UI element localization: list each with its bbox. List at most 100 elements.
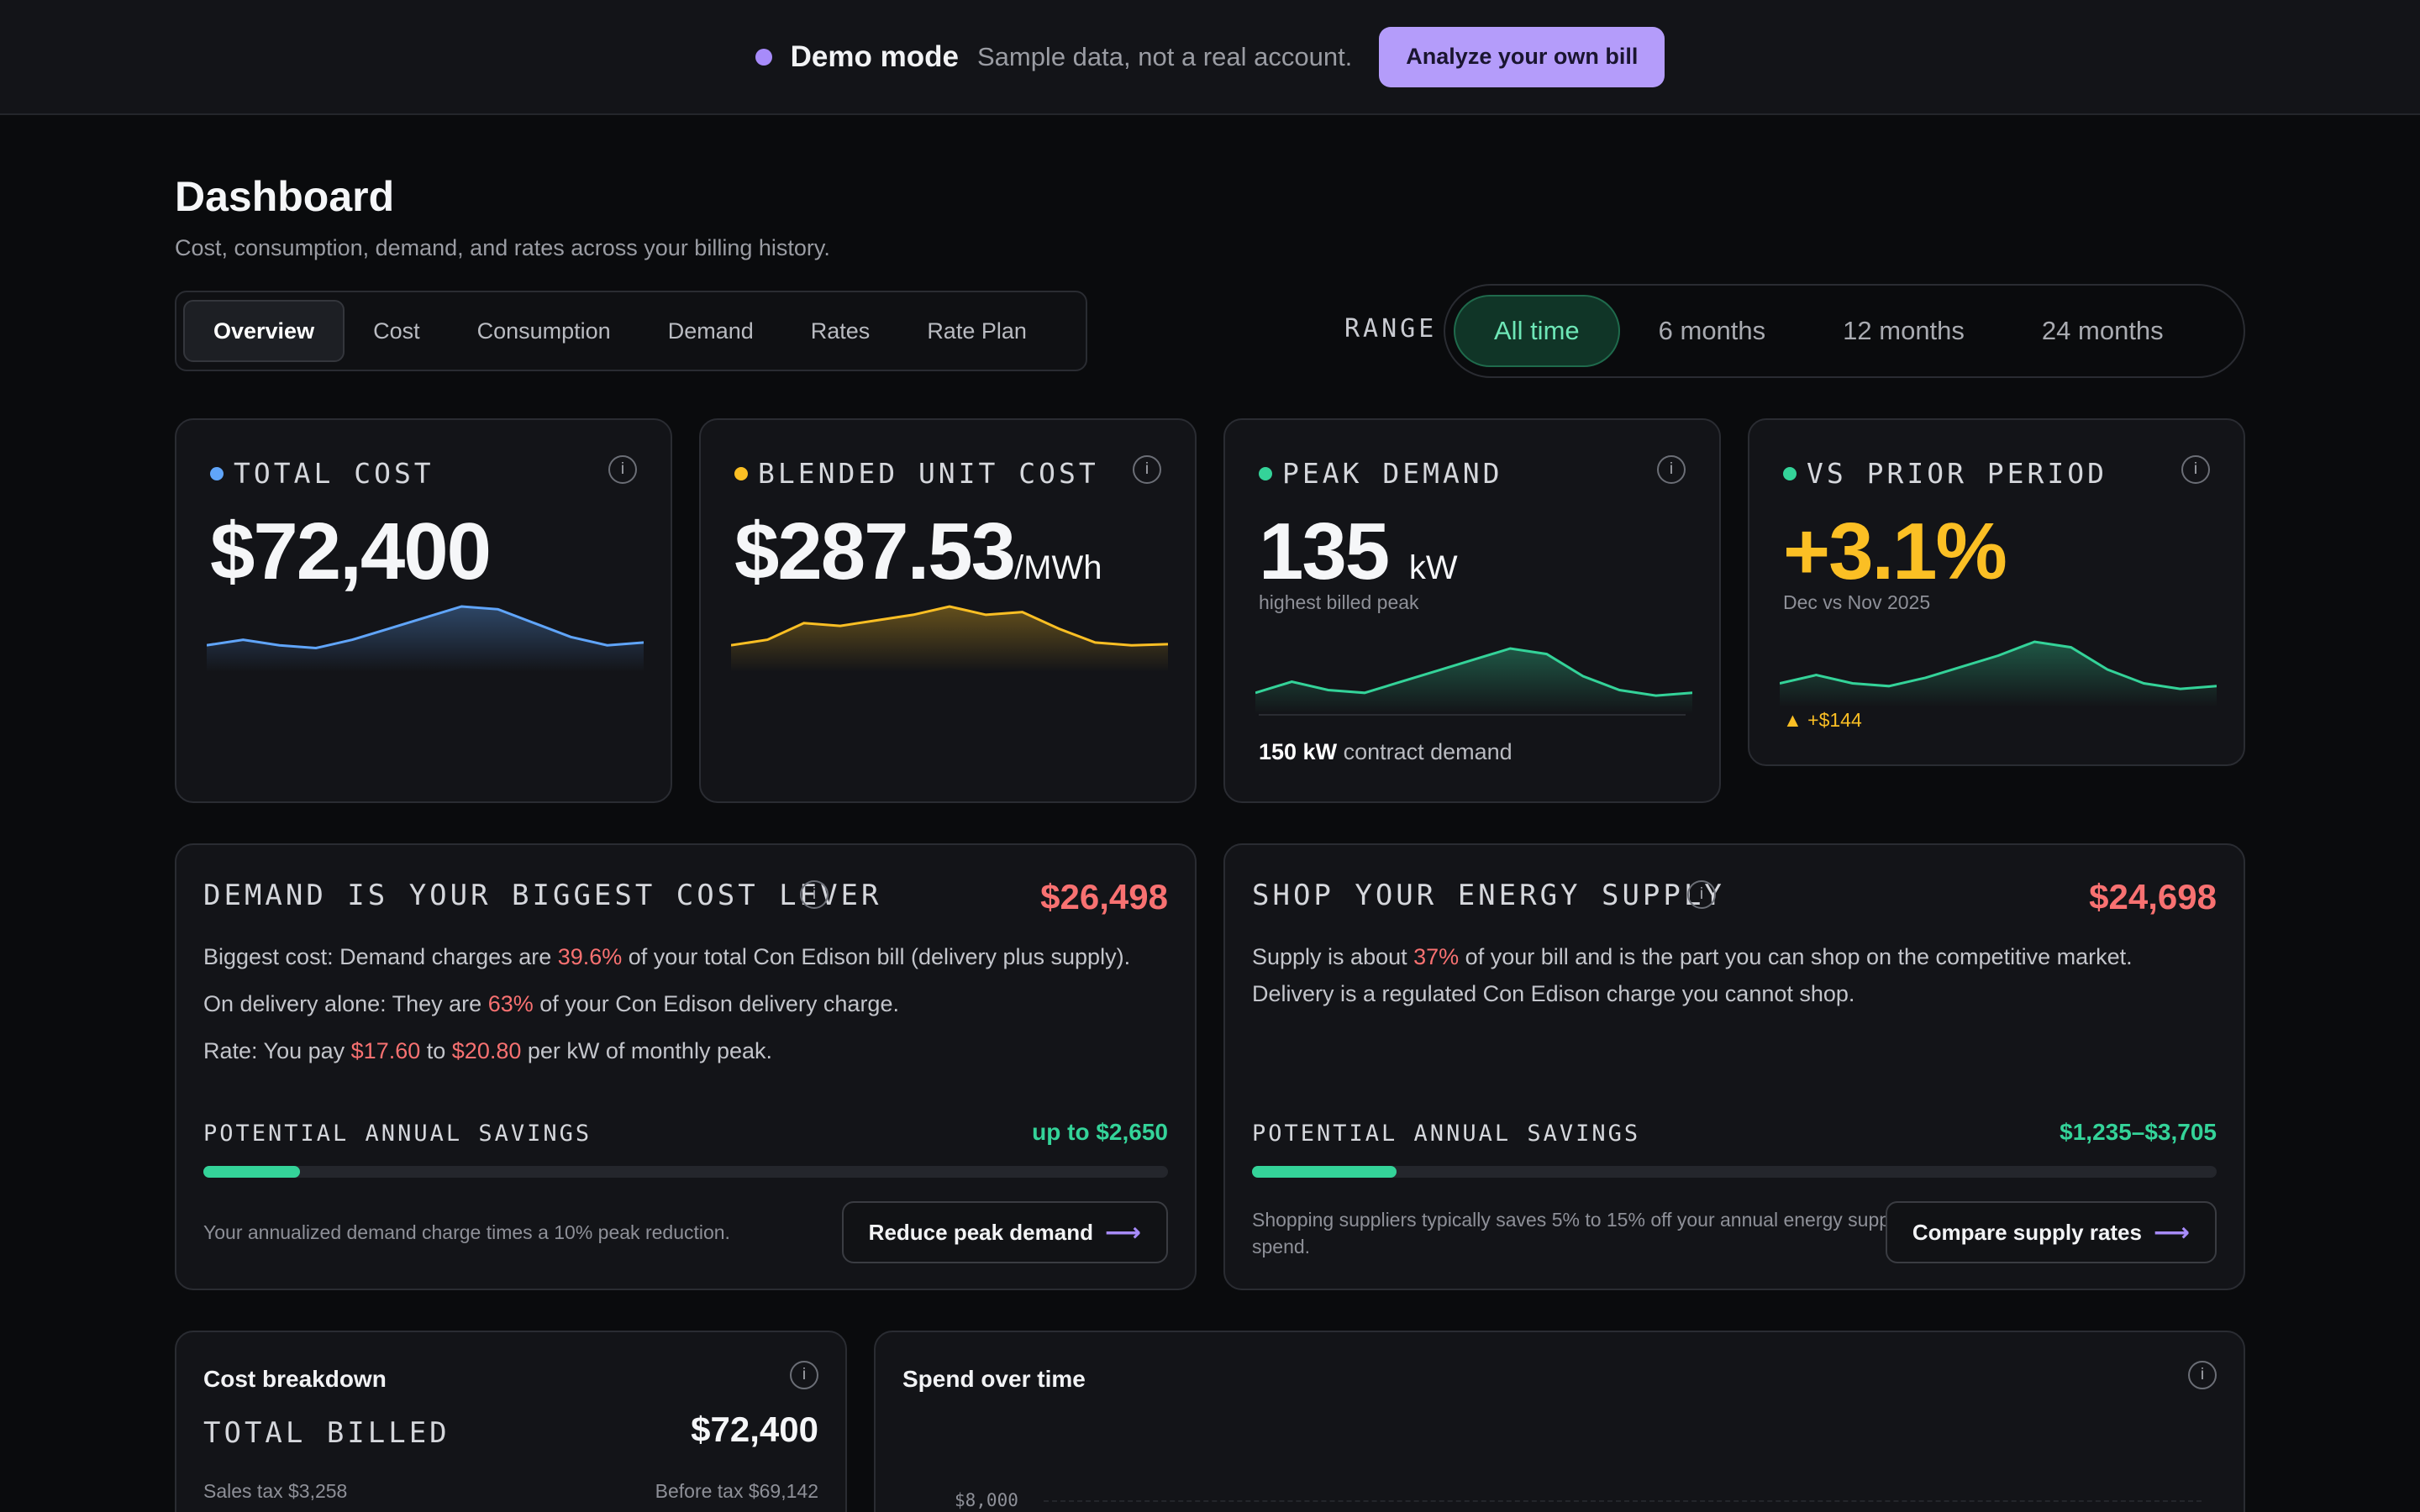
range-12-months[interactable]: 12 months [1843, 316, 1965, 345]
arrow-right-icon: ⟶ [1104, 1218, 1141, 1247]
lever-card-demand: DEMAND IS YOUR BIGGEST COST LEVER i $26,… [175, 843, 1197, 1290]
info-icon[interactable]: i [2188, 1361, 2217, 1389]
demo-mode-title: Demo mode [790, 39, 959, 73]
delta-badge: ▲ +$144 [1783, 709, 1862, 732]
kpi-unit: /MWh [1014, 549, 1102, 586]
info-icon[interactable]: i [800, 880, 829, 909]
savings-bar-fill [203, 1166, 300, 1178]
tab-cost[interactable]: Cost [373, 318, 420, 344]
kpi-label: BLENDED UNIT COST [734, 457, 1099, 490]
cost-breakdown-title: Cost breakdown [203, 1366, 387, 1392]
gridline [1044, 1500, 2202, 1502]
sparkline [731, 605, 1168, 672]
info-icon[interactable]: i [1657, 455, 1686, 484]
button-label: Reduce peak demand [868, 1219, 1093, 1245]
series-dot [734, 466, 748, 480]
kpi-label: VS PRIOR PERIOD [1783, 457, 2107, 490]
kpi-label-text: VS PRIOR PERIOD [1807, 457, 2108, 490]
lever-line: On delivery alone: They are 63% of your … [203, 991, 899, 1016]
info-icon[interactable]: i [790, 1361, 818, 1389]
series-dot [210, 466, 224, 480]
savings-footnote: Shopping suppliers typically saves 5% to… [1252, 1209, 1904, 1257]
series-dot [1259, 466, 1272, 480]
lever-line: Biggest cost: Demand charges are 39.6% o… [203, 944, 1131, 969]
sparkline-line [1780, 640, 2217, 690]
sparkline-area [1780, 642, 2217, 707]
kpi-card-total-cost: TOTAL COST i $72,400 [175, 418, 672, 803]
savings-label: POTENTIAL ANNUAL SAVINGS [1252, 1121, 1641, 1147]
page-title: Dashboard [175, 173, 395, 220]
contract-demand-label: contract demand [1343, 739, 1512, 764]
kpi-value: $72,400 [210, 507, 492, 596]
demo-indicator-dot [755, 48, 772, 66]
savings-bar-fill [1252, 1166, 1397, 1178]
lever-line: Delivery is a regulated Con Edison charg… [1252, 981, 1855, 1006]
sparkline-line [207, 605, 644, 650]
info-icon[interactable]: i [1687, 880, 1716, 909]
kpi-label-text: PEAK DEMAND [1282, 457, 1503, 490]
arrow-right-icon: ⟶ [2153, 1218, 2190, 1247]
lever-line: Rate: You pay $17.60 to $20.80 per kW of… [203, 1038, 772, 1063]
contract-demand: 150 kW contract demand [1259, 739, 1512, 765]
sparkline-area [207, 606, 644, 672]
y-axis-tick: $8,000 [955, 1490, 1018, 1510]
kpi-card-vs-prior-period: VS PRIOR PERIOD i +3.1% Dec vs Nov 2025 … [1748, 418, 2245, 766]
kpi-value: $287.53/MWh [734, 507, 1102, 596]
lever-line: Supply is about 37% of your bill and is … [1252, 944, 2133, 969]
demo-mode-subtitle: Sample data, not a real account. [976, 41, 1353, 71]
savings-bar [1252, 1166, 2217, 1178]
compare-supply-rates-button[interactable]: Compare supply rates ⟶ [1885, 1201, 2217, 1263]
button-label: Compare supply rates [1912, 1219, 2142, 1245]
page-subtitle: Cost, consumption, demand, and rates acr… [175, 235, 830, 260]
sparkline [1255, 647, 1692, 714]
kpi-note: Dec vs Nov 2025 [1783, 591, 1931, 613]
spend-over-time-title: Spend over time [902, 1366, 1086, 1392]
sparkline-area [1255, 648, 1692, 714]
kpi-label-text: TOTAL COST [234, 457, 434, 490]
contract-demand-value: 150 kW [1259, 739, 1338, 764]
savings-label: POTENTIAL ANNUAL SAVINGS [203, 1121, 592, 1147]
kpi-note: highest billed peak [1259, 591, 1419, 613]
series-dot [1783, 466, 1797, 480]
demo-banner: Demo mode Sample data, not a real accoun… [0, 0, 2420, 115]
kpi-label: TOTAL COST [210, 457, 434, 490]
tab-rate-plan[interactable]: Rate Plan [927, 318, 1027, 344]
tab-overview[interactable]: Overview [183, 300, 345, 362]
range-6-months[interactable]: 6 months [1658, 316, 1766, 345]
kpi-value: 135 kW [1259, 507, 1458, 596]
lever-amount: $26,498 [1040, 877, 1168, 916]
lever-title: SHOP YOUR ENERGY SUPPLY [1252, 879, 1725, 912]
sparkline-line [731, 605, 1168, 647]
range-label: RANGE [1344, 314, 1438, 344]
sparkline [1780, 640, 2217, 707]
sales-tax: Sales tax $3,258 [203, 1480, 348, 1502]
kpi-label: PEAK DEMAND [1259, 457, 1503, 490]
sparkline [207, 605, 644, 672]
info-icon[interactable]: i [2181, 455, 2210, 484]
analyze-bill-button[interactable]: Analyze your own bill [1379, 26, 1665, 87]
info-icon[interactable]: i [1133, 455, 1161, 484]
sparkline-line [1255, 647, 1692, 697]
reduce-peak-demand-button[interactable]: Reduce peak demand ⟶ [841, 1201, 1168, 1263]
savings-value: $1,235–$3,705 [2060, 1119, 2217, 1145]
divider [1259, 714, 1686, 716]
tab-demand[interactable]: Demand [667, 318, 754, 344]
cost-breakdown-card: Cost breakdown i TOTAL BILLED $72,400 Sa… [175, 1331, 847, 1512]
range-all-time[interactable]: All time [1454, 295, 1620, 367]
savings-footnote: Your annualized demand charge times a 10… [203, 1221, 730, 1243]
kpi-unit: kW [1408, 549, 1458, 586]
section-tabs: Overview Cost Consumption Demand Rates R… [175, 291, 1087, 371]
lever-card-supply: SHOP YOUR ENERGY SUPPLY i $24,698 Supply… [1223, 843, 2245, 1290]
sparkline-area [731, 606, 1168, 672]
lever-amount: $24,698 [2089, 877, 2217, 916]
range-24-months[interactable]: 24 months [2041, 316, 2164, 345]
range-selector: All time 6 months 12 months 24 months [1444, 284, 2245, 378]
total-billed-value: $72,400 [691, 1410, 818, 1449]
tab-consumption[interactable]: Consumption [476, 318, 611, 344]
tab-rates[interactable]: Rates [810, 318, 871, 344]
delta-value: +$144 [1807, 709, 1862, 731]
info-icon[interactable]: i [608, 455, 637, 484]
spend-over-time-card: Spend over time i $8,000 [874, 1331, 2245, 1512]
kpi-card-blended-unit-cost: BLENDED UNIT COST i $287.53/MWh [699, 418, 1197, 803]
before-tax: Before tax $69,142 [655, 1480, 818, 1502]
